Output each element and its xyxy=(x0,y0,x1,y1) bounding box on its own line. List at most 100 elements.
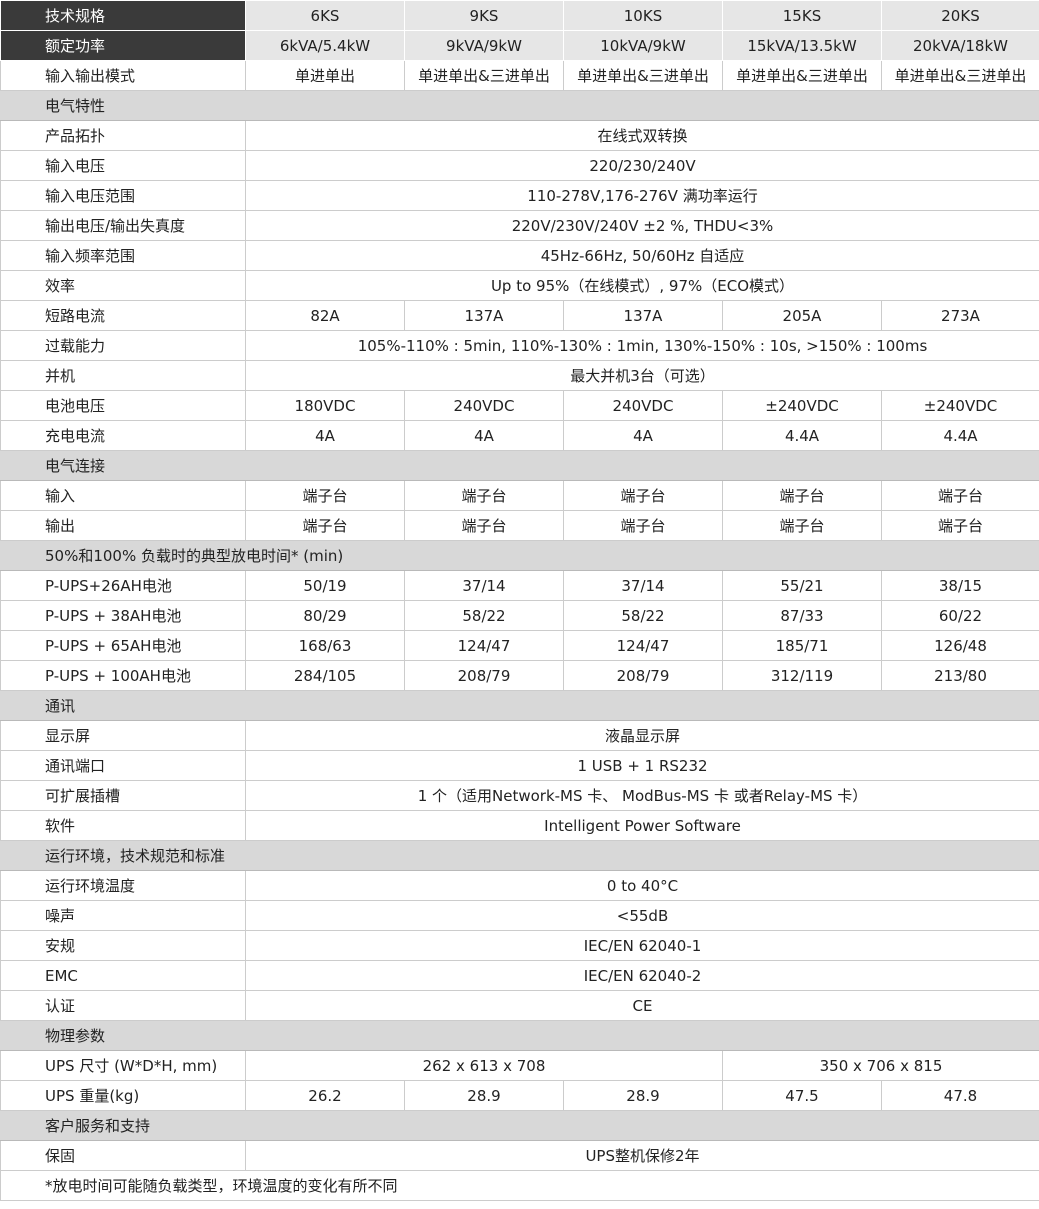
row-label: 显示屏 xyxy=(0,720,246,751)
section-row: 电气连接 xyxy=(0,450,1039,481)
row-label: 效率 xyxy=(0,270,246,301)
value-cell: 4A xyxy=(563,420,723,451)
value-cell: 28.9 xyxy=(563,1080,723,1111)
row-label: 额定功率 xyxy=(0,30,246,61)
row-label: 软件 xyxy=(0,810,246,841)
value-cell: 26.2 xyxy=(245,1080,405,1111)
row-label: UPS 尺寸 (W*D*H, mm) xyxy=(0,1050,246,1081)
value-cell: 284/105 xyxy=(245,660,405,691)
value-cell: 9KS xyxy=(404,0,564,31)
table-row: 短路电流 82A 137A 137A 205A 273A xyxy=(0,300,1039,331)
value-cell: 4A xyxy=(404,420,564,451)
section-header-label: 通讯 xyxy=(0,690,1039,721)
row-label: 电池电压 xyxy=(0,390,246,421)
row-label: EMC xyxy=(0,960,246,991)
row-label: 输出 xyxy=(0,510,246,541)
table-row: 充电电流 4A 4A 4A 4.4A 4.4A xyxy=(0,420,1039,451)
value-cell: 端子台 xyxy=(881,510,1039,541)
value-cell: 15kVA/13.5kW xyxy=(722,30,882,61)
value-cell: 37/14 xyxy=(404,570,564,601)
row-label: P-UPS + 65AH电池 xyxy=(0,630,246,661)
value-cell: 126/48 xyxy=(881,630,1039,661)
value-cell: 60/22 xyxy=(881,600,1039,631)
row-label: 产品拓扑 xyxy=(0,120,246,151)
table-row: 输入 端子台 端子台 端子台 端子台 端子台 xyxy=(0,480,1039,511)
value-cell: 87/33 xyxy=(722,600,882,631)
section-header-label: 电气连接 xyxy=(0,450,1039,481)
table-row: 输出 端子台 端子台 端子台 端子台 端子台 xyxy=(0,510,1039,541)
spec-header-row: 额定功率 6kVA/5.4kW 9kVA/9kW 10kVA/9kW 15kVA/13.… xyxy=(0,30,1039,61)
table-row: 电池电压 180VDC 240VDC 240VDC ±240VDC ±240VDC xyxy=(0,390,1039,421)
row-label: 并机 xyxy=(0,360,246,391)
section-row: 运行环境，技术规范和标准 xyxy=(0,840,1039,871)
table-row: 运行环境温度 0 to 40°C xyxy=(0,870,1039,901)
row-label: 输入输出模式 xyxy=(0,60,246,91)
table-row: 效率 Up to 95%（在线模式）, 97%（ECO模式） xyxy=(0,270,1039,301)
value-cell: 1 个（适用Network-MS 卡、 ModBus-MS 卡 或者Relay-… xyxy=(245,780,1039,811)
table-row: 安规 IEC/EN 62040-1 xyxy=(0,930,1039,961)
table-row: 保固 UPS整机保修2年 xyxy=(0,1140,1039,1171)
value-cell: 1 USB + 1 RS232 xyxy=(245,750,1039,781)
section-header-label: 电气特性 xyxy=(0,90,1039,121)
value-cell: 208/79 xyxy=(404,660,564,691)
value-cell: 208/79 xyxy=(563,660,723,691)
value-cell: 端子台 xyxy=(245,510,405,541)
value-cell: 137A xyxy=(563,300,723,331)
value-cell: Intelligent Power Software xyxy=(245,810,1039,841)
table-row: UPS 尺寸 (W*D*H, mm) 262 x 613 x 708 350 x 7… xyxy=(0,1050,1039,1081)
table-row: 输出电压/输出失真度 220V/230V/240V ±2 %, THDU<3% xyxy=(0,210,1039,241)
table-row: 显示屏 液晶显示屏 xyxy=(0,720,1039,751)
value-cell: 单进单出&三进单出 xyxy=(881,60,1039,91)
value-cell: 端子台 xyxy=(722,480,882,511)
row-label: 过载能力 xyxy=(0,330,246,361)
row-label: 认证 xyxy=(0,990,246,1021)
section-header-label: 运行环境，技术规范和标准 xyxy=(0,840,1039,871)
value-cell: 50/19 xyxy=(245,570,405,601)
value-cell: 4.4A xyxy=(881,420,1039,451)
value-cell: 单进单出&三进单出 xyxy=(404,60,564,91)
value-cell: 55/21 xyxy=(722,570,882,601)
section-header-label: 物理参数 xyxy=(0,1020,1039,1051)
value-cell: ±240VDC xyxy=(881,390,1039,421)
table-row: 认证 CE xyxy=(0,990,1039,1021)
value-cell: 端子台 xyxy=(881,480,1039,511)
value-cell: 单进单出 xyxy=(245,60,405,91)
value-cell: 4.4A xyxy=(722,420,882,451)
row-label: P-UPS+26AH电池 xyxy=(0,570,246,601)
value-cell: 105%-110% : 5min, 110%-130% : 1min, 130%… xyxy=(245,330,1039,361)
value-cell: 端子台 xyxy=(404,480,564,511)
table-row: 可扩展插槽 1 个（适用Network-MS 卡、 ModBus-MS 卡 或者R… xyxy=(0,780,1039,811)
value-cell: 137A xyxy=(404,300,564,331)
value-cell: 240VDC xyxy=(563,390,723,421)
section-row: 通讯 xyxy=(0,690,1039,721)
row-label: 充电电流 xyxy=(0,420,246,451)
value-cell: 220V/230V/240V ±2 %, THDU<3% xyxy=(245,210,1039,241)
value-cell: 58/22 xyxy=(563,600,723,631)
table-row: P-UPS+26AH电池 50/19 37/14 37/14 55/21 38/15 xyxy=(0,570,1039,601)
row-label: 输出电压/输出失真度 xyxy=(0,210,246,241)
value-cell: 20kVA/18kW xyxy=(881,30,1039,61)
value-cell: 10KS xyxy=(563,0,723,31)
row-label: P-UPS + 100AH电池 xyxy=(0,660,246,691)
footnote-row: *放电时间可能随负载类型，环境温度的变化有所不同 xyxy=(0,1170,1039,1201)
value-cell: 273A xyxy=(881,300,1039,331)
value-cell: 38/15 xyxy=(881,570,1039,601)
row-label: 输入频率范围 xyxy=(0,240,246,271)
table-row: 产品拓扑 在线式双转换 xyxy=(0,120,1039,151)
value-cell: IEC/EN 62040-1 xyxy=(245,930,1039,961)
table-row: 并机 最大并机3台（可选） xyxy=(0,360,1039,391)
value-cell: 82A xyxy=(245,300,405,331)
value-cell: UPS整机保修2年 xyxy=(245,1140,1039,1171)
value-cell: IEC/EN 62040-2 xyxy=(245,960,1039,991)
row-label: 安规 xyxy=(0,930,246,961)
section-header-label: 客户服务和支持 xyxy=(0,1110,1039,1141)
table-row: 噪声 <55dB xyxy=(0,900,1039,931)
row-label: 噪声 xyxy=(0,900,246,931)
value-cell: 110-278V,176-276V 满功率运行 xyxy=(245,180,1039,211)
value-cell: 312/119 xyxy=(722,660,882,691)
value-cell: 端子台 xyxy=(404,510,564,541)
value-cell: 80/29 xyxy=(245,600,405,631)
